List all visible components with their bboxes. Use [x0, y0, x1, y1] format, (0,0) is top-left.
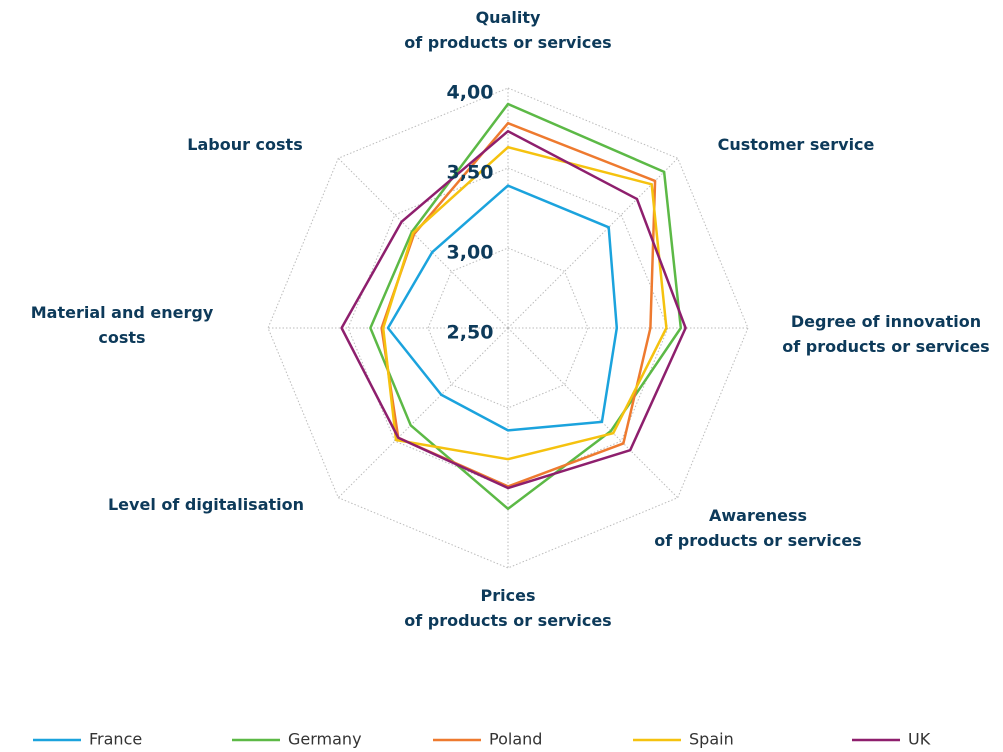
legend-label: Poland — [489, 730, 542, 749]
spoke — [337, 157, 509, 329]
grid-ring — [347, 167, 669, 489]
axis-label: Level of digitalisation — [108, 495, 304, 514]
r-tick-label: 4,00 — [447, 82, 494, 104]
spoke — [507, 327, 679, 499]
series-line — [381, 145, 668, 461]
legend-label: UK — [908, 730, 931, 749]
axis-label: Prices of products or services — [404, 586, 611, 630]
spoke — [507, 157, 679, 329]
axis-label: Degree of innovation of products or servi… — [782, 312, 989, 356]
axis-label: Labour costs — [187, 135, 302, 154]
series-line — [340, 129, 687, 490]
axis-label: Awareness of products or services — [654, 506, 861, 550]
series-line — [369, 102, 683, 511]
spoke — [337, 327, 509, 499]
axis-label: Quality of products or services — [404, 8, 611, 52]
legend-label: Spain — [689, 730, 734, 749]
axis-label: Customer service — [718, 135, 875, 154]
axis-label: Material and energy costs — [31, 303, 214, 347]
r-tick-label: 2,50 — [447, 322, 494, 344]
r-tick-label: 3,00 — [447, 242, 494, 264]
legend-label: France — [89, 730, 142, 749]
grid-ring — [427, 247, 589, 409]
r-tick-label: 3,50 — [447, 162, 494, 184]
legend-label: Germany — [288, 730, 362, 749]
series-line — [386, 184, 619, 432]
